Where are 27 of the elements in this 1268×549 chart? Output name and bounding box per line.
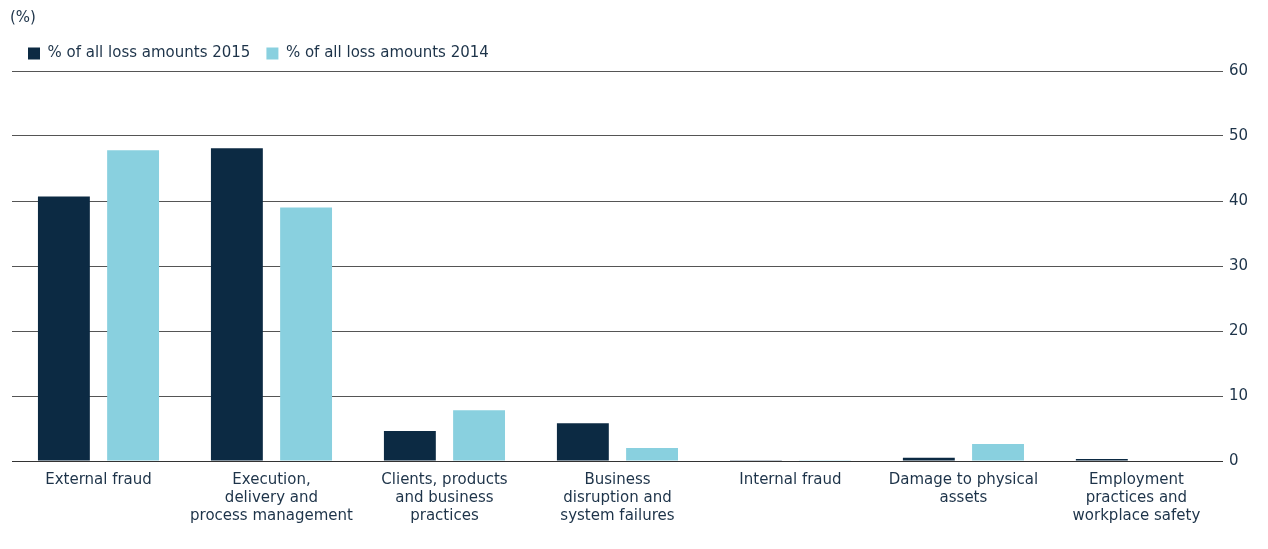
bar bbox=[556, 423, 609, 461]
x-tick-label: Damage to physical assets bbox=[888, 469, 1039, 506]
x-tick-label: Clients, products and business practices bbox=[381, 469, 508, 524]
bar bbox=[37, 196, 90, 461]
y-tick-label: 30 bbox=[1228, 255, 1249, 274]
y-tick-label: 10 bbox=[1228, 385, 1249, 404]
bar bbox=[210, 148, 263, 461]
bar bbox=[626, 448, 678, 461]
legend-label: % of all loss amounts 2014 bbox=[285, 43, 489, 62]
bar bbox=[453, 410, 506, 461]
bar bbox=[280, 207, 333, 461]
y-tick-label: 50 bbox=[1228, 125, 1249, 144]
x-tick-label: Execution, delivery and process management bbox=[190, 469, 354, 524]
bar bbox=[972, 444, 1024, 461]
y-tick-label: 60 bbox=[1228, 60, 1249, 79]
x-tick-label: Internal fraud bbox=[739, 469, 842, 488]
y-axis-title: (%) bbox=[10, 8, 37, 26]
bar bbox=[902, 457, 955, 461]
bar bbox=[107, 150, 160, 461]
legend-label: % of all loss amounts 2015 bbox=[47, 43, 251, 62]
x-tick-label: Business disruption and system failures bbox=[560, 469, 675, 524]
x-tick-label: External fraud bbox=[45, 469, 152, 488]
y-tick-label: 0 bbox=[1228, 450, 1239, 469]
bar bbox=[383, 431, 436, 461]
y-tick-label: 40 bbox=[1228, 190, 1249, 209]
x-tick-label: Employment practices and workplace safety bbox=[1072, 469, 1201, 524]
y-tick-label: 20 bbox=[1228, 320, 1249, 339]
